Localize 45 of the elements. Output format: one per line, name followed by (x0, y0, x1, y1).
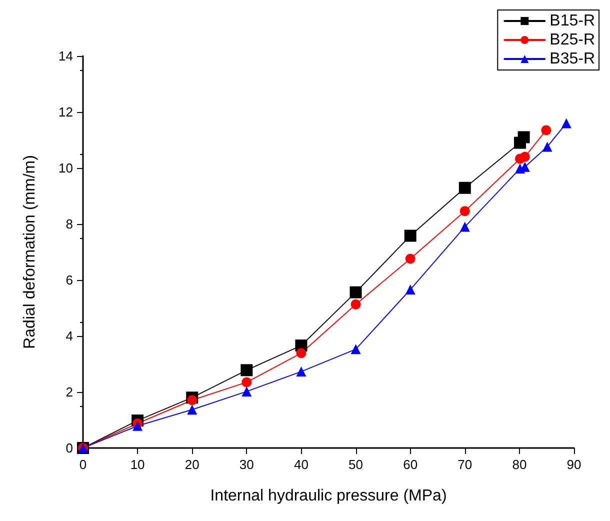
point (240, 364, 253, 376)
y-tick-label: 12 (58, 104, 73, 120)
x-tick-label: 20 (184, 457, 200, 472)
point (541, 125, 552, 136)
x-tick-label: 50 (348, 457, 364, 472)
x-tick-label: 60 (403, 457, 418, 472)
point (561, 118, 572, 128)
point (518, 131, 530, 144)
y-tick-label: 0 (66, 440, 73, 456)
x-tick-label: 10 (130, 457, 145, 472)
point (350, 299, 361, 310)
point (520, 152, 530, 162)
point (187, 404, 198, 415)
y-tick-label: 8 (66, 216, 73, 232)
point (404, 230, 416, 242)
x-tick-label: 90 (566, 457, 582, 472)
point (405, 284, 416, 295)
point (242, 377, 252, 388)
x-tick-label: 70 (458, 457, 472, 472)
y-tick-label: 2 (66, 384, 73, 400)
point (350, 286, 362, 298)
legend-label: B25-R (550, 32, 596, 48)
point (296, 366, 306, 377)
point (405, 254, 416, 264)
point (350, 344, 361, 354)
y-tick-label: 14 (58, 48, 73, 64)
point (296, 348, 306, 358)
point (460, 206, 470, 216)
y-tick-label: 4 (66, 328, 73, 344)
point (542, 142, 552, 152)
y-tick-label: 6 (66, 272, 73, 288)
y-axis-title: Radial deformation (mm/m) (22, 155, 38, 349)
x-tick-label: 0 (79, 457, 87, 472)
legend-label: B35-R (550, 50, 596, 68)
y-tick-label: 10 (58, 160, 73, 176)
point (187, 395, 198, 406)
point (460, 222, 470, 232)
point (242, 386, 252, 396)
x-axis-title: Internal hydraulic pressure (MPa) (210, 488, 447, 504)
point (132, 420, 143, 431)
legend-label: B15-R (550, 12, 596, 30)
point (458, 182, 471, 194)
x-tick-label: 80 (512, 457, 527, 472)
x-tick-label: 40 (294, 457, 308, 472)
x-tick-label: 30 (239, 457, 254, 472)
